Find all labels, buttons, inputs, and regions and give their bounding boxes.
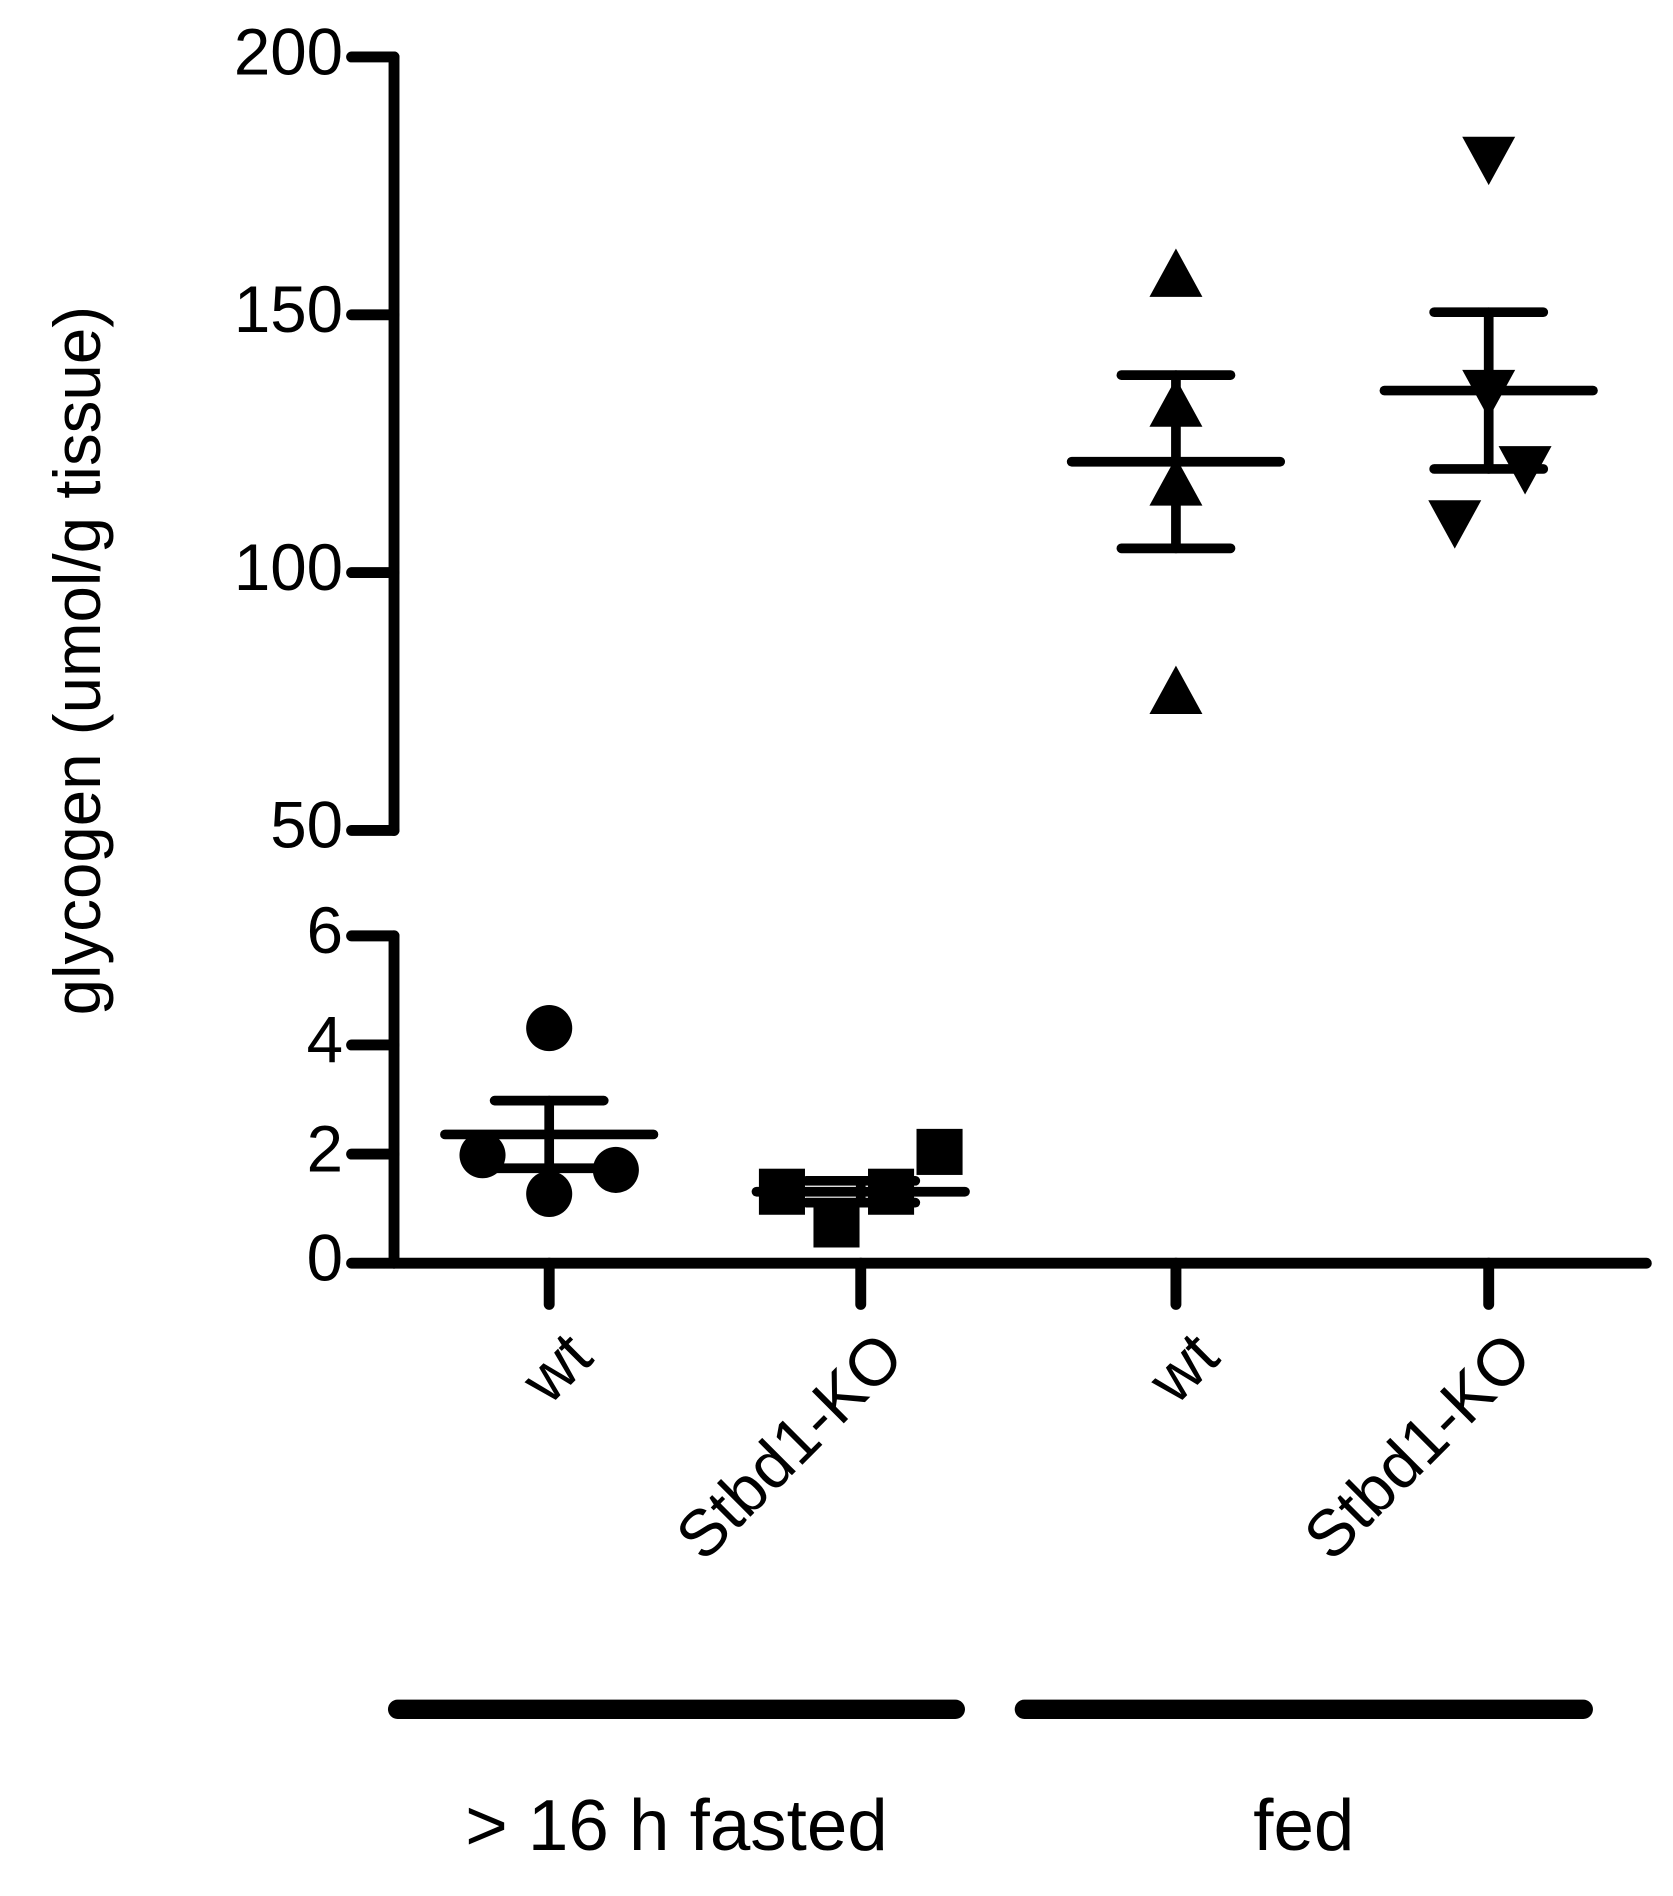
x-tick-label: wt bbox=[507, 1319, 606, 1418]
data-point bbox=[813, 1201, 860, 1248]
data-point bbox=[526, 1005, 573, 1052]
y-tick-label: 4 bbox=[307, 1003, 343, 1076]
y-tick-label: 150 bbox=[234, 273, 343, 346]
y-tick-label: 100 bbox=[234, 531, 343, 604]
x-tick-label: Stbd1-KO bbox=[662, 1319, 917, 1574]
data-point bbox=[592, 1146, 639, 1193]
data-point bbox=[526, 1170, 573, 1217]
y-tick-label: 50 bbox=[270, 789, 343, 862]
y-tick-label: 200 bbox=[234, 15, 343, 88]
x-tick-label: wt bbox=[1133, 1319, 1232, 1418]
data-point bbox=[1428, 500, 1482, 549]
group-label: > 16 h fasted bbox=[465, 1785, 888, 1866]
y-tick-label: 2 bbox=[307, 1112, 343, 1185]
x-tick-label: Stbd1-KO bbox=[1290, 1319, 1545, 1574]
y-tick-label: 6 bbox=[307, 894, 343, 967]
data-point bbox=[916, 1128, 963, 1175]
data-point bbox=[1462, 136, 1516, 186]
data-point bbox=[1149, 665, 1203, 714]
y-axis-label: glycogen (umol/g tissue) bbox=[41, 306, 114, 1015]
group-label: fed bbox=[1253, 1785, 1354, 1866]
y-tick-label: 0 bbox=[307, 1221, 343, 1294]
data-point bbox=[1149, 248, 1203, 297]
